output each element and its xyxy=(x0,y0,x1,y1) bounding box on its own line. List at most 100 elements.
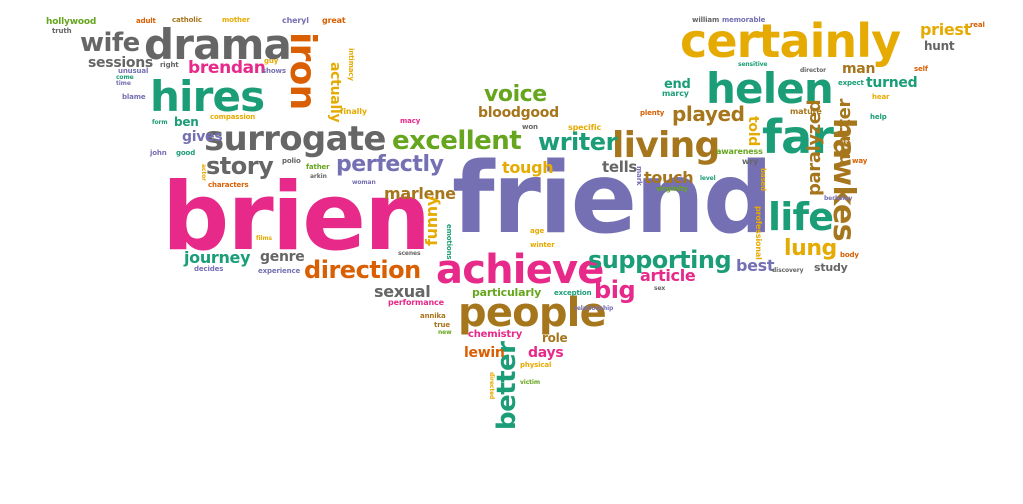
cloud-word-sex: sex xyxy=(654,285,666,292)
cloud-word-hires: hires xyxy=(150,72,265,121)
cloud-word-real: real xyxy=(970,21,985,29)
cloud-word-winter: winter xyxy=(530,241,555,249)
cloud-word-macy: macy xyxy=(400,117,421,125)
cloud-word-intimacy: intimacy xyxy=(347,48,355,81)
cloud-word-wry: wry xyxy=(742,157,759,166)
cloud-word-catholic: catholic xyxy=(172,16,202,24)
cloud-word-virginity: virginity xyxy=(656,185,688,193)
cloud-word-expect: expect xyxy=(838,79,864,87)
cloud-word-self: self xyxy=(914,65,928,73)
cloud-word-polio: polio xyxy=(282,157,301,165)
cloud-word-plenty: plenty xyxy=(640,109,665,117)
cloud-word-particularly: particularly xyxy=(472,286,542,299)
cloud-word-study: study xyxy=(814,261,848,274)
cloud-word-mark: mark xyxy=(635,166,643,186)
cloud-word-helen: helen xyxy=(706,64,834,113)
cloud-word-man: man xyxy=(842,61,876,77)
cloud-word-mature: mature xyxy=(790,107,822,116)
cloud-word-supporting: supporting xyxy=(588,246,732,274)
cloud-word-time: time xyxy=(116,80,131,87)
cloud-word-relationship: relationship xyxy=(574,305,614,312)
cloud-word-days: days xyxy=(528,345,564,361)
cloud-word-exception: exception xyxy=(554,289,592,297)
cloud-word-hunt: hunt xyxy=(924,39,955,53)
cloud-word-berkeley: berkeley xyxy=(824,195,853,202)
cloud-word-sessions: sessions xyxy=(88,55,153,71)
cloud-word-arkin: arkin xyxy=(310,173,327,180)
cloud-word-discovery: discovery xyxy=(772,267,804,274)
cloud-word-john: john xyxy=(150,149,167,157)
cloud-word-true: true xyxy=(434,321,450,329)
cloud-word-voice: voice xyxy=(484,82,547,107)
cloud-word-turned: turned xyxy=(866,75,918,91)
cloud-word-friend: friend xyxy=(452,142,773,256)
cloud-word-specific: specific xyxy=(568,123,602,132)
cloud-word-sexual: sexual xyxy=(374,282,431,301)
cloud-word-genre: genre xyxy=(260,249,305,265)
cloud-word-people: people xyxy=(458,290,607,336)
cloud-word-lung: lung xyxy=(784,236,837,261)
cloud-word-annika: annika xyxy=(420,312,446,320)
cloud-word-help: help xyxy=(870,113,887,121)
cloud-word-form: form xyxy=(152,119,168,126)
cloud-word-article: article xyxy=(640,266,696,285)
cloud-word-matter: matter xyxy=(834,98,855,166)
cloud-word-cheryl: cheryl xyxy=(282,16,309,25)
cloud-word-tells: tells xyxy=(602,158,638,176)
cloud-word-experience: experience xyxy=(258,267,301,275)
cloud-word-living: living xyxy=(612,125,720,166)
cloud-word-characters: characters xyxy=(208,181,249,189)
cloud-word-priest: priest xyxy=(920,20,971,39)
cloud-word-lewin: lewin xyxy=(464,345,505,361)
cloud-word-great: great xyxy=(322,16,346,25)
cloud-word-decides: decides xyxy=(194,265,224,273)
cloud-word-guy: guy xyxy=(264,57,279,65)
cloud-word-surrogate: surrogate xyxy=(204,119,386,159)
cloud-word-certainly: certainly xyxy=(680,14,901,68)
cloud-word-iron: iron xyxy=(282,32,323,110)
cloud-word-way: way xyxy=(852,157,868,165)
cloud-word-victim: victim xyxy=(520,379,540,386)
cloud-word-performance: performance xyxy=(388,298,444,307)
cloud-word-ben: ben xyxy=(174,115,199,129)
cloud-word-life: life xyxy=(768,195,834,239)
cloud-word-direction: direction xyxy=(304,256,421,284)
cloud-word-body: body xyxy=(840,251,859,259)
cloud-word-william: william xyxy=(692,16,720,24)
cloud-word-compassion: compassion xyxy=(210,113,256,121)
cloud-word-excellent: excellent xyxy=(392,126,522,156)
cloud-word-come: come xyxy=(116,74,134,81)
cloud-word-told: told xyxy=(745,116,761,147)
cloud-word-end: end xyxy=(664,77,691,92)
cloud-word-bloodgood: bloodgood xyxy=(478,105,559,121)
cloud-word-story: story xyxy=(206,152,274,180)
cloud-word-hollywood: hollywood xyxy=(46,17,97,27)
cloud-word-far: far xyxy=(762,110,834,164)
cloud-word-professional: professional xyxy=(754,206,763,260)
cloud-word-role: role xyxy=(542,331,568,345)
cloud-word-director: director xyxy=(800,67,826,74)
cloud-word-level: level xyxy=(700,175,716,182)
cloud-word-adult: adult xyxy=(136,17,156,25)
cloud-word-brien: brien xyxy=(162,163,431,272)
cloud-word-truth: truth xyxy=(52,27,72,35)
cloud-word-woman: woman xyxy=(352,179,376,186)
cloud-word-marcy: marcy xyxy=(662,89,689,98)
cloud-word-emotions: emotions xyxy=(445,224,453,260)
cloud-word-shows: shows xyxy=(262,67,286,75)
cloud-word-big: big xyxy=(594,276,636,304)
cloud-word-drama: drama xyxy=(144,20,292,69)
cloud-word-scenes: scenes xyxy=(398,250,421,257)
cloud-word-good: good xyxy=(176,149,196,157)
cloud-word-wife: wife xyxy=(80,28,140,58)
cloud-word-mother: mother xyxy=(222,16,250,24)
cloud-word-physical: physical xyxy=(520,361,552,369)
cloud-word-achieve: achieve xyxy=(436,247,604,293)
cloud-word-hear: hear xyxy=(872,93,890,101)
cloud-word-gives: gives xyxy=(182,129,223,145)
cloud-word-father: father xyxy=(306,163,330,171)
cloud-word-sensitive: sensitive xyxy=(738,61,768,68)
cloud-word-unusual: unusual xyxy=(118,67,149,75)
cloud-word-perfectly: perfectly xyxy=(336,152,444,177)
cloud-word-best: best xyxy=(736,256,775,275)
